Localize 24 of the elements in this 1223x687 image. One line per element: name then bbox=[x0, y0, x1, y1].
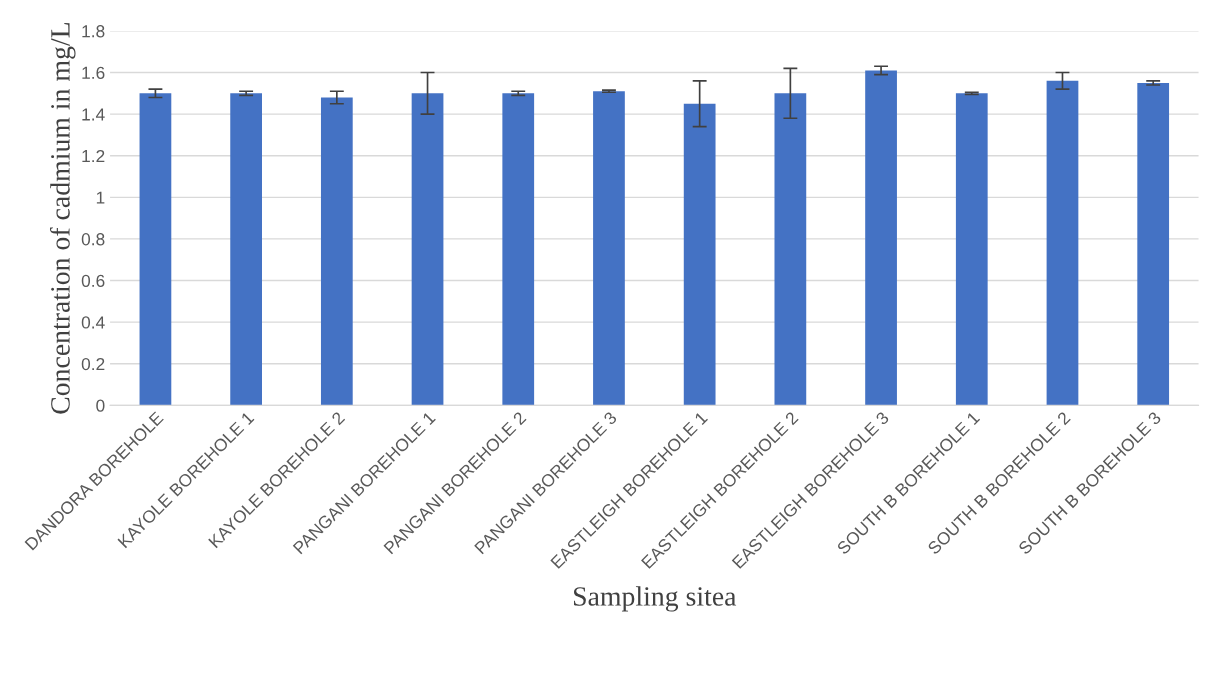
bar bbox=[593, 91, 625, 406]
bar bbox=[1137, 82, 1170, 406]
x-axis-title: Sampling sitea bbox=[573, 586, 737, 612]
y-tick-label: 0.4 bbox=[81, 316, 105, 329]
bar bbox=[683, 103, 716, 406]
bar bbox=[865, 70, 897, 406]
bar bbox=[230, 93, 262, 406]
y-axis-title: Concentration of cadmium in mg/L bbox=[49, 23, 76, 414]
y-tick-label: 1 bbox=[96, 191, 105, 204]
y-tick-label: 0.6 bbox=[81, 274, 105, 287]
bar bbox=[411, 93, 444, 406]
y-tick-label: 0 bbox=[96, 399, 105, 412]
bar bbox=[320, 97, 353, 406]
y-tick-label: 0.2 bbox=[81, 357, 105, 371]
bar bbox=[139, 93, 172, 406]
bar bbox=[502, 93, 535, 406]
y-tick-label: 0.8 bbox=[81, 233, 105, 246]
bar bbox=[1046, 80, 1079, 406]
bar bbox=[955, 93, 988, 406]
y-tick-label: 1.2 bbox=[82, 149, 105, 163]
y-tick-label: 1.6 bbox=[82, 66, 105, 79]
y-tick-label: 1.4 bbox=[82, 108, 105, 121]
y-tick-label: 1.8 bbox=[82, 25, 105, 38]
bar bbox=[774, 93, 807, 406]
